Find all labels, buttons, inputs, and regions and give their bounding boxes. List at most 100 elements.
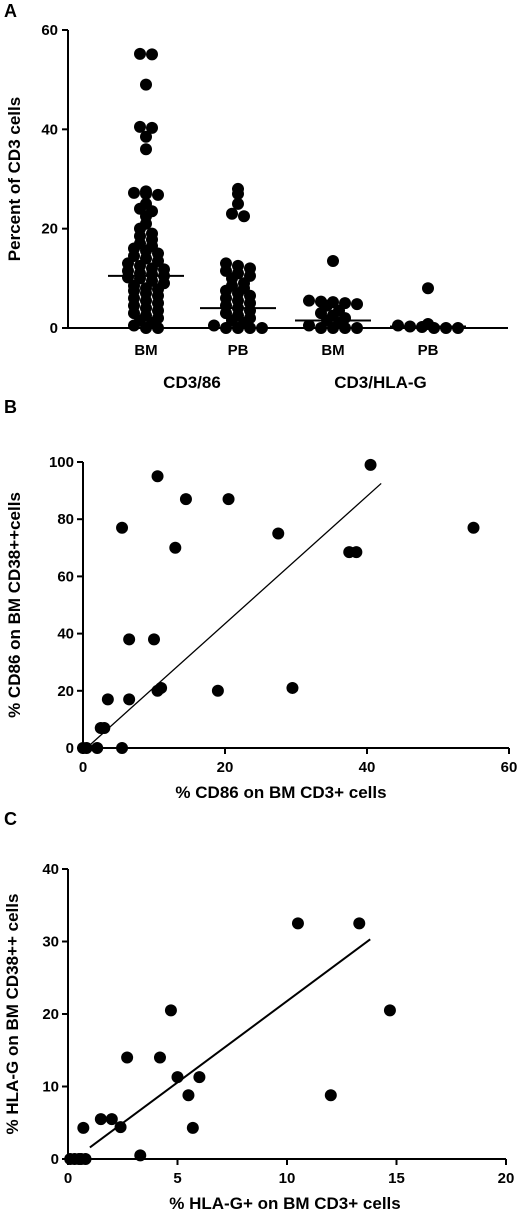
data-point	[422, 282, 434, 295]
data-point	[272, 527, 285, 540]
x-tick-label: 20	[498, 1170, 515, 1187]
y-tick-label: 10	[42, 1079, 59, 1096]
x-tick-label: 0	[64, 1170, 72, 1187]
y-tick-label: 100	[49, 454, 74, 471]
data-point	[303, 319, 315, 332]
data-point	[155, 681, 168, 694]
data-point	[220, 322, 232, 334]
category-label: CD3/86	[163, 373, 221, 392]
data-point	[232, 322, 244, 334]
data-point	[452, 322, 464, 334]
data-point	[324, 1089, 337, 1102]
y-tick-label: 40	[42, 861, 59, 878]
group-label: PB	[418, 342, 439, 359]
data-point	[193, 1071, 206, 1084]
data-point	[211, 684, 224, 697]
y-tick-label: 20	[41, 221, 58, 238]
data-point	[152, 188, 164, 201]
data-point	[101, 693, 114, 706]
data-point	[238, 210, 250, 223]
x-tick-label: 60	[501, 759, 518, 776]
regression-line	[89, 938, 371, 1149]
data-point	[140, 322, 152, 334]
data-point	[128, 319, 140, 332]
data-point	[186, 1121, 199, 1134]
data-point	[440, 322, 452, 334]
data-point	[303, 294, 315, 307]
data-point	[134, 47, 146, 60]
data-point	[80, 742, 93, 754]
data-point	[171, 1071, 184, 1084]
y-tick-label: 60	[57, 568, 74, 585]
y-axis-title: Percent of CD3 cells	[5, 97, 24, 261]
group-label: BM	[134, 342, 157, 359]
panel-a-label: A	[4, 1, 17, 21]
panel-a-chart: A 0 20 40 60 Percent of CD3 cells BM PB BM PB CD3/…	[4, 1, 508, 392]
data-point	[140, 130, 152, 143]
y-tick-label: 20	[42, 1006, 59, 1023]
data-point	[146, 48, 158, 61]
x-tick-label: 0	[79, 759, 87, 776]
data-point	[121, 1051, 134, 1064]
data-point	[353, 917, 366, 930]
data-point	[327, 322, 339, 334]
data-point	[291, 917, 304, 930]
y-tick-label: 80	[57, 511, 74, 528]
data-point	[428, 322, 440, 334]
panel-b-chart: B 0 20 40 60 80 100 0 20 40 60 % CD86 on BM CD3+ ce…	[4, 397, 518, 802]
data-point	[79, 1153, 92, 1165]
data-point	[169, 541, 182, 554]
data-point	[351, 298, 363, 311]
panel-c-chart: C 0 10 20 30 40 0 5 10 15 20 % HLA-G+ on BM CD3+ ce…	[3, 809, 515, 1213]
data-point	[153, 1051, 166, 1064]
y-tick-label: 0	[51, 1151, 59, 1168]
data-point	[116, 521, 129, 534]
data-point	[208, 319, 220, 332]
y-tick-label: 0	[50, 320, 58, 337]
data-point	[77, 1121, 90, 1134]
data-point	[140, 187, 152, 200]
data-point	[151, 470, 164, 483]
data-point	[222, 493, 235, 506]
x-tick-label: 40	[359, 759, 376, 776]
x-axis-title: % HLA-G+ on BM CD3+ cells	[169, 1194, 400, 1213]
data-point	[94, 1113, 107, 1126]
data-point	[244, 322, 256, 334]
data-point	[146, 121, 158, 134]
data-point	[364, 458, 377, 471]
y-tick-label: 30	[42, 934, 59, 951]
x-tick-label: 5	[173, 1170, 181, 1187]
data-point	[105, 1113, 118, 1126]
data-point	[232, 197, 244, 210]
y-axis-title: % HLA-G on BM CD38++ cells	[3, 894, 22, 1135]
data-point	[148, 633, 160, 646]
data-point	[134, 1149, 147, 1162]
data-point	[467, 521, 480, 534]
data-point	[286, 681, 299, 694]
y-tick-label: 40	[57, 626, 74, 643]
y-tick-label: 0	[66, 740, 74, 757]
x-axis-title: % CD86 on BM CD3+ cells	[175, 783, 386, 802]
data-point	[122, 271, 134, 284]
x-tick-label: 20	[217, 759, 234, 776]
data-point	[152, 322, 164, 334]
data-point	[226, 207, 238, 220]
category-label: CD3/HLA-G	[334, 373, 427, 392]
data-point	[114, 1121, 127, 1134]
x-tick-label: 15	[388, 1170, 405, 1187]
data-point	[315, 322, 327, 334]
data-point	[383, 1004, 396, 1017]
data-point	[116, 742, 129, 754]
data-point	[350, 546, 363, 559]
data-point	[179, 493, 192, 506]
y-tick-label: 60	[41, 22, 58, 39]
data-point	[128, 186, 140, 199]
data-point	[134, 120, 146, 133]
group-label: PB	[228, 342, 249, 359]
data-point	[232, 187, 244, 200]
data-point	[91, 742, 104, 754]
data-point	[140, 143, 152, 156]
y-tick-label: 20	[57, 683, 74, 700]
data-point	[327, 254, 339, 267]
